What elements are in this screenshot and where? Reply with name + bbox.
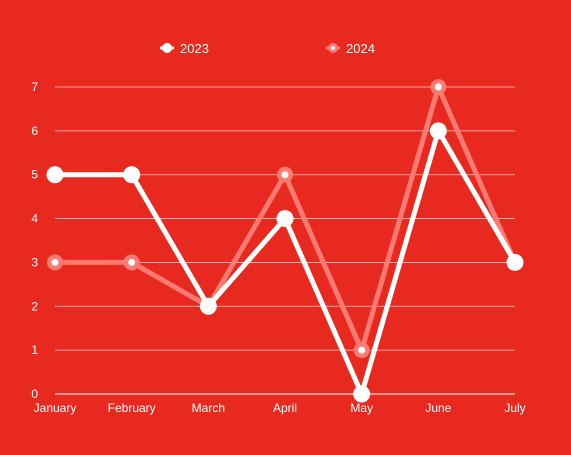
point-marker-center bbox=[358, 346, 366, 354]
x-tick-label-february: February bbox=[108, 401, 156, 415]
y-axis: 0 1 2 3 4 5 6 7 bbox=[31, 80, 38, 401]
point-marker bbox=[276, 210, 294, 228]
point-marker bbox=[353, 385, 371, 403]
legend-marker-2023 bbox=[162, 43, 172, 53]
x-axis: January February March April May June July bbox=[34, 401, 526, 415]
data-point-2024-april[interactable] bbox=[277, 166, 293, 183]
legend: 2023 2024 bbox=[160, 41, 375, 56]
series-2023 bbox=[46, 122, 524, 403]
legend-item-2023[interactable]: 2023 bbox=[160, 41, 209, 56]
point-marker bbox=[123, 166, 141, 184]
y-tick-label-2: 2 bbox=[31, 299, 38, 313]
y-tick-label-6: 6 bbox=[31, 124, 38, 138]
point-marker bbox=[46, 166, 64, 184]
data-point-2023-february[interactable] bbox=[123, 166, 141, 184]
x-tick-label-april: April bbox=[273, 401, 297, 415]
series-layer bbox=[46, 79, 524, 403]
legend-marker-center-2024 bbox=[331, 46, 335, 50]
data-point-2024-may[interactable] bbox=[353, 342, 370, 359]
y-tick-label-1: 1 bbox=[31, 343, 38, 357]
y-tick-label-4: 4 bbox=[31, 212, 38, 226]
data-point-2023-may[interactable] bbox=[353, 385, 371, 403]
x-tick-label-july: July bbox=[504, 401, 525, 415]
y-tick-label-3: 3 bbox=[31, 255, 38, 269]
y-tick-label-0: 0 bbox=[31, 387, 38, 401]
x-tick-label-june: June bbox=[425, 401, 451, 415]
x-tick-label-march: March bbox=[192, 401, 225, 415]
data-point-2023-july[interactable] bbox=[506, 253, 524, 271]
data-point-2024-june[interactable] bbox=[430, 79, 447, 95]
legend-label-2023: 2023 bbox=[180, 41, 209, 56]
legend-item-2024[interactable]: 2024 bbox=[326, 41, 375, 56]
data-point-2024-january[interactable] bbox=[47, 254, 63, 271]
point-marker bbox=[199, 297, 217, 315]
data-point-2023-april[interactable] bbox=[276, 210, 294, 228]
legend-label-2024: 2024 bbox=[346, 41, 375, 56]
point-marker bbox=[506, 253, 524, 271]
point-marker-center bbox=[434, 83, 442, 91]
x-tick-label-may: May bbox=[350, 401, 373, 415]
point-marker-center bbox=[281, 171, 289, 179]
point-marker-center bbox=[128, 258, 136, 266]
y-tick-label-7: 7 bbox=[31, 80, 38, 94]
data-point-2023-june[interactable] bbox=[429, 122, 447, 140]
x-tick-label-january: January bbox=[34, 401, 77, 415]
data-point-2023-january[interactable] bbox=[46, 166, 64, 184]
y-tick-label-5: 5 bbox=[31, 168, 38, 182]
data-point-2024-february[interactable] bbox=[123, 254, 140, 271]
gridlines bbox=[55, 86, 515, 395]
point-marker bbox=[429, 122, 447, 140]
data-point-2023-march[interactable] bbox=[199, 297, 217, 315]
point-marker-center bbox=[51, 258, 59, 266]
series-2024 bbox=[47, 79, 523, 359]
